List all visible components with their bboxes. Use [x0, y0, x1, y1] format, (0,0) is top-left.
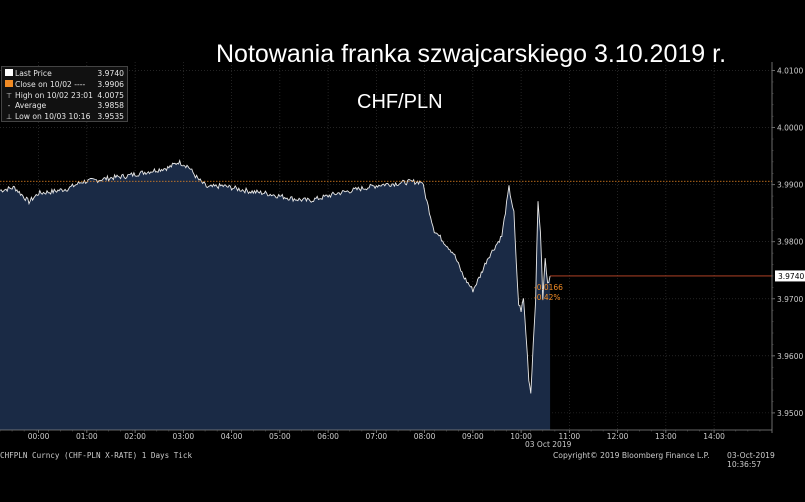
y-tick-label: 3.9900 — [777, 181, 803, 190]
x-axis-date-label: 03 Oct 2019 — [525, 440, 572, 449]
x-tick-label: 03:00 — [173, 432, 195, 441]
chart-title: Notowania franka szwajcarskiego 3.10.201… — [216, 40, 727, 68]
legend-label: Average — [15, 101, 47, 111]
x-tick-label: 09:00 — [462, 432, 484, 441]
legend-row-last-price: Last Price 3.9740 — [5, 69, 124, 80]
footer-copyright: Copyright© 2019 Bloomberg Finance L.P. — [553, 451, 710, 460]
y-tick-label: 4.0100 — [777, 67, 803, 76]
legend-row-high: ⊤ High on 10/02 23:01 4.0075 — [5, 91, 124, 102]
x-tick-label: 14:00 — [703, 432, 725, 441]
y-tick-label: 3.9800 — [777, 238, 803, 247]
footer-ticker: CHFPLN Curncy (CHF-PLN X-RATE) 1 Days Ti… — [0, 451, 193, 460]
x-tick-label: 11:00 — [559, 432, 581, 441]
up-tick-icon: ⊤ — [5, 91, 13, 100]
y-tick-label: 4.0000 — [777, 124, 803, 133]
x-tick-label: 12:00 — [607, 432, 629, 441]
chart-subtitle: CHF/PLN — [357, 91, 443, 113]
legend-label: Last Price — [15, 69, 52, 78]
footer-timestamp: 03-Oct-2019 10:36:57 — [727, 451, 775, 469]
legend-box: Last Price 3.9740 Close on 10/02 ---- 3.… — [1, 66, 128, 122]
legend-value: 4.0075 — [97, 90, 124, 100]
legend-row-close: Close on 10/02 ---- 3.9906 — [5, 79, 124, 91]
x-tick-label: 02:00 — [124, 432, 146, 441]
y-tick-label: 3.9500 — [777, 409, 803, 418]
x-tick-label: 00:00 — [28, 432, 50, 441]
price-area — [0, 160, 551, 430]
legend-value: 3.9858 — [97, 101, 124, 111]
x-tick-label: 13:00 — [655, 432, 677, 441]
x-tick-label: 06:00 — [317, 432, 339, 441]
legend-label: Low on 10/03 10:16 — [15, 112, 91, 122]
change-abs-label: -0.0166 — [534, 283, 563, 292]
x-tick-label: 05:00 — [269, 432, 291, 441]
legend-value: 3.9535 — [97, 112, 124, 122]
price-line — [0, 158, 551, 394]
y-tick-label: 3.9600 — [777, 352, 803, 361]
legend-value: 3.9906 — [97, 79, 124, 89]
last-price-tag: 3.9740 — [775, 270, 805, 282]
legend-value: 3.9740 — [97, 69, 124, 78]
legend-row-low: ⊥ Low on 10/03 10:16 3.9535 — [5, 112, 124, 123]
square-orange-icon — [5, 79, 13, 87]
x-tick-label: 07:00 — [366, 432, 388, 441]
legend-label: High on 10/02 23:01 — [15, 90, 93, 100]
change-pct-label: -0.42% — [534, 293, 561, 302]
down-tick-icon: ⊥ — [5, 113, 13, 122]
svg-text:3.9740: 3.9740 — [778, 272, 804, 281]
x-tick-label: 10:00 — [510, 432, 532, 441]
x-tick-label: 01:00 — [76, 432, 98, 441]
y-tick-label: 3.9700 — [777, 295, 803, 304]
legend-row-average: - Average 3.9858 — [5, 101, 124, 112]
x-tick-label: 08:00 — [414, 432, 436, 441]
x-axis: 00:00 01:00 02:00 03:00 04:00 05:00 06:00 07:00… — [0, 429, 773, 441]
dash-icon: - — [7, 102, 11, 111]
x-tick-label: 04:00 — [221, 432, 243, 441]
legend-label: Close on 10/02 ---- — [15, 79, 86, 89]
y-axis: 4.0100 4.0000 3.9900 3.9800 3.9700 3.9600 3.95… — [771, 62, 803, 433]
square-white-icon — [5, 69, 13, 76]
